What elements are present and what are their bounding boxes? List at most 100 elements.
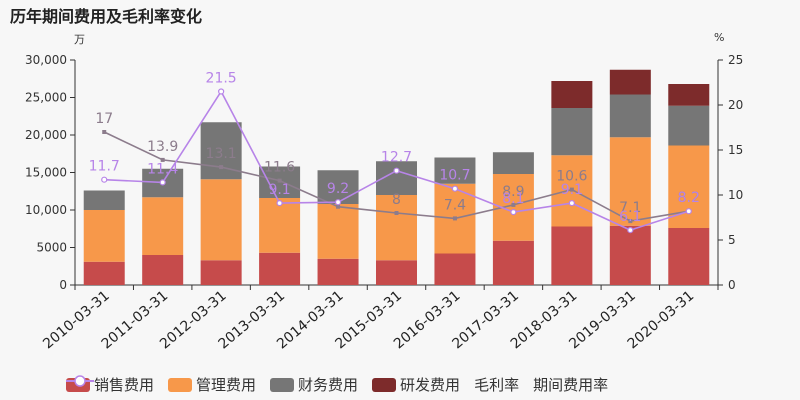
data-label: 8.9 — [502, 184, 524, 200]
legend-label-gross-margin: 毛利率 — [474, 376, 520, 394]
data-label: 7.4 — [444, 197, 466, 213]
legend-label-sales: 销售费用 — [94, 376, 155, 394]
data-label: 6.1 — [619, 209, 641, 225]
data-label: 11.6 — [264, 160, 295, 176]
series-point — [336, 204, 341, 209]
bar-segment — [83, 261, 125, 285]
bar-segment — [259, 198, 301, 253]
series-point — [452, 216, 457, 221]
bar-segment — [317, 170, 359, 204]
series-point — [160, 157, 165, 162]
y-left-tick-label: 15,000 — [25, 166, 67, 180]
bar-segment — [83, 190, 125, 210]
legend-item-expense-ratio[interactable]: 期间费用率 — [66, 374, 609, 395]
y-right-tick-label: 10 — [728, 188, 743, 202]
bar-segment — [551, 108, 593, 156]
data-label: 13.1 — [206, 146, 237, 162]
series-point — [218, 88, 225, 95]
data-label: 9.1 — [268, 182, 290, 198]
bar-segment — [142, 255, 184, 285]
y-left-tick-label: 20,000 — [25, 128, 67, 142]
bar-segment — [317, 204, 359, 259]
data-label: 7.1 — [619, 200, 641, 216]
bar-segment — [259, 252, 301, 285]
bar-segment — [434, 253, 476, 285]
data-label: 8 — [392, 192, 401, 208]
series-point — [102, 130, 107, 134]
series-point — [277, 178, 282, 183]
bar-segment — [551, 81, 593, 108]
y-right-tick-label: 0 — [728, 278, 736, 292]
legend-item-gross-margin[interactable]: 毛利率 — [66, 374, 520, 395]
y-left-tick-label: 30,000 — [25, 53, 67, 67]
data-label: 9.2 — [327, 181, 349, 197]
legend: 销售费用 管理费用 财务费用 研发费用 毛利率 期间费用率 — [66, 374, 622, 395]
legend-label-finance: 财务费用 — [298, 376, 359, 394]
legend-label-admin: 管理费用 — [196, 376, 257, 394]
series-point — [394, 211, 399, 215]
data-label: 10.6 — [556, 169, 587, 185]
data-label: 11.4 — [147, 161, 178, 177]
data-label: 21.5 — [206, 71, 237, 87]
legend-label-rd: 研发费用 — [400, 376, 461, 394]
legend-label-expense-ratio: 期间费用率 — [533, 376, 609, 394]
bar-segment — [668, 105, 710, 146]
data-label: 8.2 — [678, 190, 700, 206]
series-point — [511, 202, 516, 207]
bar-segment — [376, 260, 417, 285]
legend-line-expense-ratio-icon — [66, 375, 94, 387]
legend-item-admin[interactable]: 管理费用 — [168, 374, 256, 395]
series-point — [276, 200, 283, 207]
bar-segment — [434, 157, 476, 184]
bar-segment — [609, 137, 651, 226]
legend-item-finance[interactable]: 财务费用 — [270, 374, 358, 395]
y-right-tick-label: 15 — [728, 143, 743, 157]
series-point — [159, 179, 166, 186]
bar-segment — [668, 228, 710, 285]
bar-segment — [142, 197, 184, 255]
y-right-tick-label: 20 — [728, 98, 743, 112]
legend-swatch-rd — [372, 377, 397, 392]
right-axis-unit: % — [714, 31, 725, 44]
series-point — [627, 227, 634, 234]
series-point — [510, 209, 517, 216]
y-right-tick-label: 25 — [728, 53, 743, 67]
data-label: 17 — [95, 111, 113, 127]
y-left-tick-label: 10,000 — [25, 203, 67, 217]
series-point — [101, 176, 108, 183]
bar-segment — [492, 152, 534, 174]
bar-segment — [200, 260, 242, 285]
data-label: 9.1 — [561, 182, 583, 198]
left-axis-unit: 万 — [74, 33, 85, 46]
legend-item-rd[interactable]: 研发费用 — [372, 374, 460, 395]
y-left-tick-label: 0 — [59, 278, 67, 292]
series-point — [219, 165, 224, 170]
bar-segment — [551, 226, 593, 285]
series-point — [568, 200, 575, 207]
bar-segment — [376, 195, 417, 261]
bar-segment — [609, 225, 651, 285]
series-point — [628, 219, 633, 224]
data-label: 8.1 — [502, 191, 524, 207]
legend-swatch-finance — [270, 377, 295, 392]
data-label: 11.7 — [89, 159, 120, 175]
data-label: 10.7 — [439, 168, 470, 184]
data-label: 8.2 — [678, 190, 700, 206]
bar-segment — [609, 94, 651, 138]
data-label: 13.9 — [147, 139, 178, 155]
y-left-tick-label: 5000 — [36, 241, 67, 255]
bar-segment — [609, 69, 651, 95]
y-left-tick-label: 25,000 — [25, 91, 67, 105]
data-label: 12.7 — [381, 150, 412, 166]
bar-segment — [668, 84, 710, 106]
series-point — [334, 199, 342, 206]
series-point — [393, 167, 400, 174]
bar-segment — [492, 240, 534, 285]
legend-swatch-admin — [168, 377, 193, 392]
bar-segment — [317, 258, 359, 285]
y-right-tick-label: 5 — [728, 233, 736, 247]
bar-segment — [200, 179, 242, 261]
bar-segment — [83, 210, 125, 262]
